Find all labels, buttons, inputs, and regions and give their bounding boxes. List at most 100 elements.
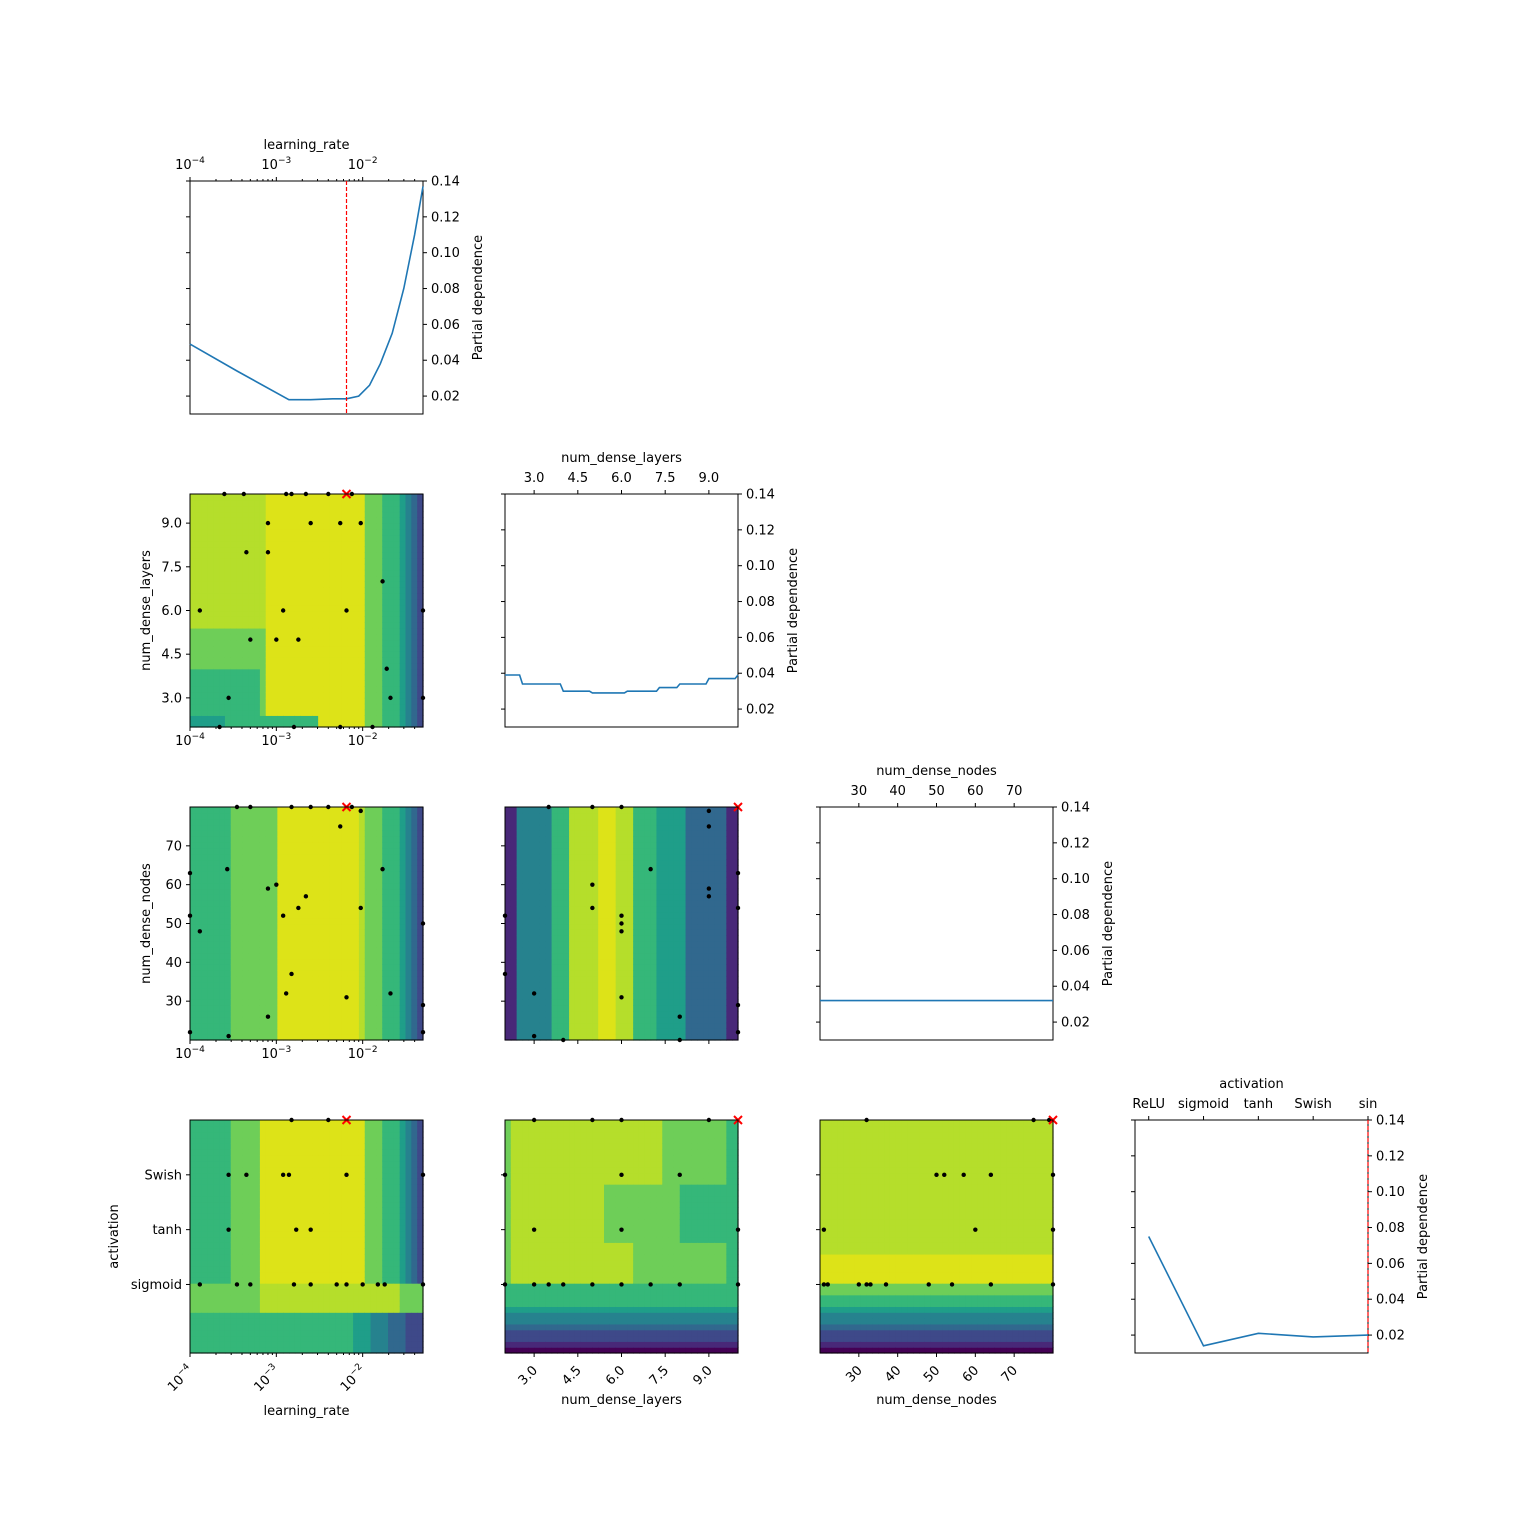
contour-cell: [207, 1178, 214, 1185]
contour-cell: [242, 1207, 249, 1214]
contour-cell: [271, 917, 278, 925]
contour-cell: [353, 1318, 360, 1325]
contour-cell: [318, 1323, 325, 1331]
contour-cell: [259, 1028, 267, 1035]
contour-cell: [341, 830, 348, 837]
contour-cell: [190, 876, 197, 884]
contour-cell: [323, 558, 331, 565]
contour-cell: [236, 1154, 244, 1162]
contour-cell: [347, 1329, 354, 1337]
contour-cell: [265, 830, 273, 837]
contour-cell: [417, 1137, 424, 1144]
contour-cell: [376, 975, 383, 983]
contour-cell: [318, 1224, 325, 1232]
contour-cell: [213, 523, 220, 530]
contour-cell: [283, 593, 290, 600]
contour-cell: [323, 1005, 331, 1012]
contour-cell: [254, 1213, 261, 1220]
contour-cell: [294, 871, 302, 878]
contour-cell: [306, 499, 313, 507]
contour-cell: [399, 824, 407, 831]
contour-cell: [271, 1016, 278, 1024]
contour-cell: [323, 1172, 331, 1179]
contour-cell: [207, 721, 214, 728]
contour-cell: [335, 674, 343, 681]
contour-cell: [376, 1312, 383, 1319]
contour-cell: [399, 1149, 407, 1156]
contour-cell: [353, 1149, 360, 1156]
contour-cell: [195, 1277, 203, 1284]
contour-cell: [329, 1294, 337, 1302]
contour-cell: [224, 1131, 232, 1139]
contour-cell: [312, 1131, 319, 1139]
contour-cell: [353, 1294, 360, 1302]
contour-cell: [219, 853, 226, 861]
contour-cell: [382, 1010, 389, 1018]
contour-cell: [271, 657, 278, 664]
contour-cell: [399, 958, 407, 965]
contour-cell: [393, 645, 401, 652]
contour-cell: [289, 940, 296, 948]
contour-cell: [306, 824, 313, 831]
contour-cell: [265, 1131, 273, 1139]
contour-cell: [376, 558, 383, 565]
contour-cell: [289, 1236, 296, 1243]
contour-cell: [248, 993, 255, 1000]
contour-cell: [417, 1277, 424, 1284]
contour-cell: [405, 715, 412, 722]
contour-cell: [376, 964, 383, 971]
contour-cell: [271, 935, 278, 942]
contour-cell: [388, 1213, 395, 1220]
contour-cell: [213, 987, 220, 994]
contour-cell: [376, 1131, 383, 1139]
contour-cell: [265, 587, 273, 594]
contour-cell: [312, 1323, 319, 1331]
contour-cell: [300, 686, 308, 693]
contour-cell: [393, 1131, 401, 1139]
contour-cell: [289, 946, 296, 954]
contour-cell: [248, 546, 255, 553]
contour-cell: [248, 1230, 255, 1238]
contour-cell: [329, 1125, 337, 1133]
contour-cell: [236, 1160, 244, 1168]
contour-cell: [417, 552, 424, 559]
contour-cell: [306, 1300, 313, 1307]
contour-cell: [399, 552, 407, 559]
contour-cell: [195, 1248, 203, 1255]
contour-cell: [242, 511, 249, 518]
contour-cell: [265, 1242, 273, 1249]
contour-cell: [201, 1248, 209, 1255]
contour-cell: [399, 517, 407, 524]
contour-cell: [405, 1172, 412, 1179]
contour-cell: [230, 581, 238, 588]
contour-cell: [323, 1016, 331, 1024]
contour-cell: [224, 894, 232, 901]
contour-cell: [213, 604, 220, 612]
contour-cell: [283, 534, 290, 542]
contour-cell: [323, 906, 331, 913]
contour-cell: [248, 523, 255, 530]
sample-point: [294, 1227, 299, 1232]
contour-cell: [289, 662, 296, 670]
contour-cell: [283, 1184, 290, 1191]
contour-cell: [254, 1125, 261, 1133]
contour-cell: [341, 847, 348, 855]
contour-cell: [318, 1312, 325, 1319]
contour-cell: [353, 499, 360, 507]
contour-cell: [294, 662, 302, 670]
contour-cell: [417, 958, 424, 965]
contour-cell: [364, 505, 372, 513]
sample-point: [358, 808, 363, 814]
contour-cell: [283, 1178, 290, 1185]
contour-cell: [312, 911, 319, 919]
contour-cell: [353, 1178, 360, 1185]
contour-cell: [364, 1329, 372, 1337]
contour-cell: [306, 1213, 313, 1220]
contour-cell: [312, 1259, 319, 1267]
contour-cell: [230, 692, 238, 699]
contour-cell: [224, 505, 232, 513]
contour-cell: [376, 993, 383, 1000]
contour-cell: [300, 1137, 308, 1144]
contour-cell: [207, 1265, 214, 1273]
contour-cell: [254, 651, 261, 658]
